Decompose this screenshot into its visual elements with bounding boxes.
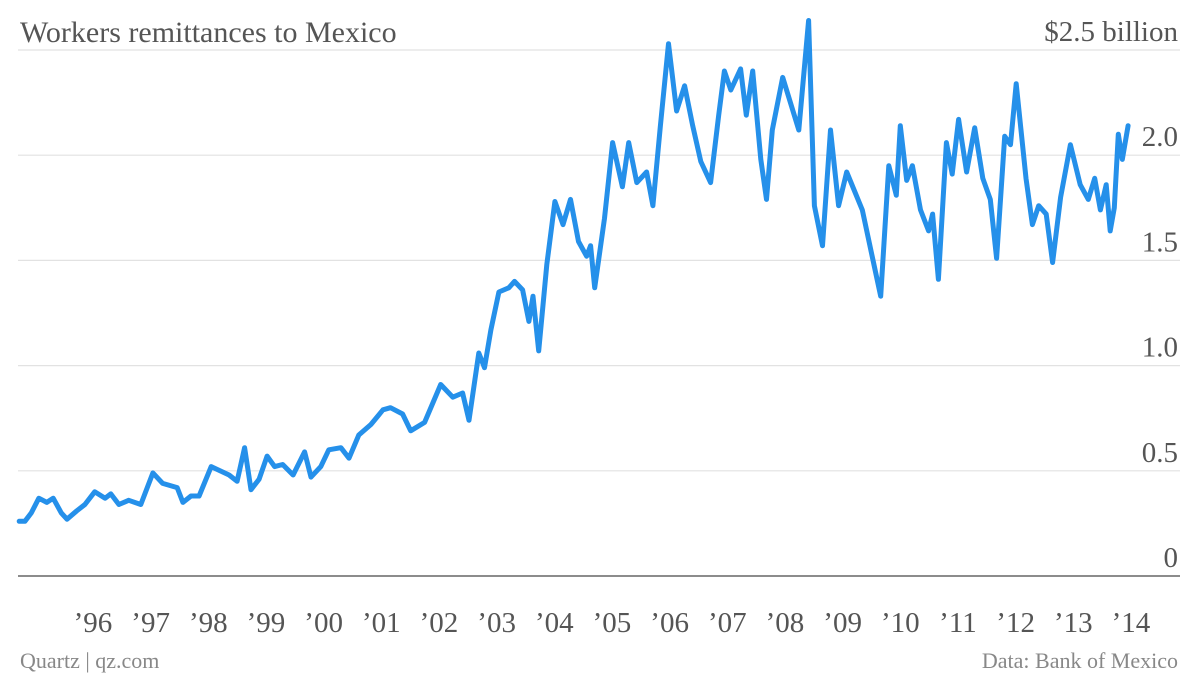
- x-tick-label: ’98: [189, 607, 228, 639]
- x-tick-label: ’11: [939, 607, 977, 639]
- chart-title: Workers remittances to Mexico: [20, 16, 397, 49]
- x-tick-label: ’96: [74, 607, 113, 639]
- x-tick-label: ’09: [823, 607, 862, 639]
- y-tick-label: $2.5 billion: [1044, 16, 1178, 48]
- source: Data: Bank of Mexico: [982, 648, 1178, 673]
- x-tick-label: ’14: [1112, 607, 1151, 639]
- x-tick-label: ’00: [304, 607, 343, 639]
- y-tick-label: 0: [1164, 542, 1179, 574]
- x-tick-label: ’05: [593, 607, 632, 639]
- data-line: [16, 18, 1131, 524]
- x-tick-label: ’08: [766, 607, 805, 639]
- y-tick-label: 2.0: [1142, 121, 1178, 153]
- x-tick-label: ’02: [420, 607, 459, 639]
- x-tick-label: ’01: [362, 607, 401, 639]
- x-tick-label: ’97: [131, 607, 170, 639]
- y-tick-label: 0.5: [1142, 437, 1178, 469]
- x-tick-label: ’99: [247, 607, 286, 639]
- x-tick-label: ’04: [535, 607, 574, 639]
- x-tick-label: ’07: [708, 607, 747, 639]
- x-tick-label: ’06: [650, 607, 689, 639]
- x-tick-label: ’13: [1054, 607, 1093, 639]
- y-tick-label: 1.5: [1142, 226, 1178, 258]
- y-tick-label: 1.0: [1142, 332, 1178, 364]
- credit: Quartz | qz.com: [20, 648, 159, 673]
- x-tick-label: ’03: [477, 607, 516, 639]
- x-tick-label: ’12: [996, 607, 1035, 639]
- x-tick-label: ’10: [881, 607, 920, 639]
